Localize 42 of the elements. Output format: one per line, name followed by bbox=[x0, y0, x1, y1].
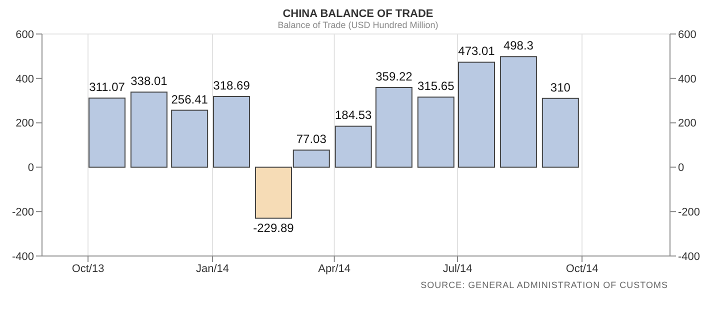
y-tick-label: 0 bbox=[28, 162, 34, 174]
data-label: 359.22 bbox=[376, 69, 413, 84]
y-tick-label: 200 bbox=[16, 118, 34, 130]
bar bbox=[171, 110, 208, 168]
data-label: 315.65 bbox=[418, 79, 455, 94]
y2-tick-label: 600 bbox=[678, 28, 696, 41]
data-label: 473.01 bbox=[458, 44, 496, 58]
source-note: SOURCE: GENERAL ADMINISTRATION OF CUSTOMS bbox=[420, 280, 668, 290]
y-tick-label: 600 bbox=[16, 28, 34, 41]
bar bbox=[542, 98, 579, 168]
data-label: -229.89 bbox=[253, 221, 294, 236]
data-label: 77.03 bbox=[296, 132, 327, 146]
bar bbox=[334, 126, 372, 168]
data-label: 310 bbox=[550, 80, 571, 94]
y-tick-label: -400 bbox=[12, 250, 34, 263]
x-tick-label: Oct/14 bbox=[566, 262, 598, 275]
y2-tick-label: -400 bbox=[678, 250, 700, 263]
bar bbox=[500, 56, 537, 168]
data-label: 498.3 bbox=[503, 38, 534, 53]
chart-title: CHINA BALANCE OF TRADE bbox=[282, 8, 434, 20]
data-label: 318.69 bbox=[213, 78, 250, 92]
bar bbox=[375, 86, 412, 168]
y2-tick-label: 200 bbox=[678, 118, 696, 130]
chart-subtitle: Balance of Trade (USD Hundred Million) bbox=[276, 20, 440, 30]
bar bbox=[417, 96, 454, 168]
x-tick-label: Jan/14 bbox=[196, 262, 230, 275]
y2-tick-label: 0 bbox=[678, 162, 684, 174]
data-label: 184.53 bbox=[334, 108, 372, 122]
y2-tick-label: -200 bbox=[678, 206, 700, 219]
bar bbox=[458, 62, 496, 168]
bar bbox=[130, 92, 168, 168]
bar bbox=[213, 96, 250, 168]
x-tick-label: Oct/13 bbox=[72, 262, 104, 275]
bar bbox=[88, 98, 126, 168]
data-label: 256.41 bbox=[171, 92, 208, 106]
data-label: 311.07 bbox=[89, 80, 126, 94]
data-label: 338.01 bbox=[130, 74, 168, 88]
x-tick-label: Jul/14 bbox=[442, 262, 472, 275]
x-tick-label: Apr/14 bbox=[318, 262, 351, 275]
y-tick-label: 400 bbox=[16, 73, 34, 86]
y2-tick-label: 400 bbox=[678, 73, 696, 86]
y-tick-label: -200 bbox=[12, 206, 34, 219]
